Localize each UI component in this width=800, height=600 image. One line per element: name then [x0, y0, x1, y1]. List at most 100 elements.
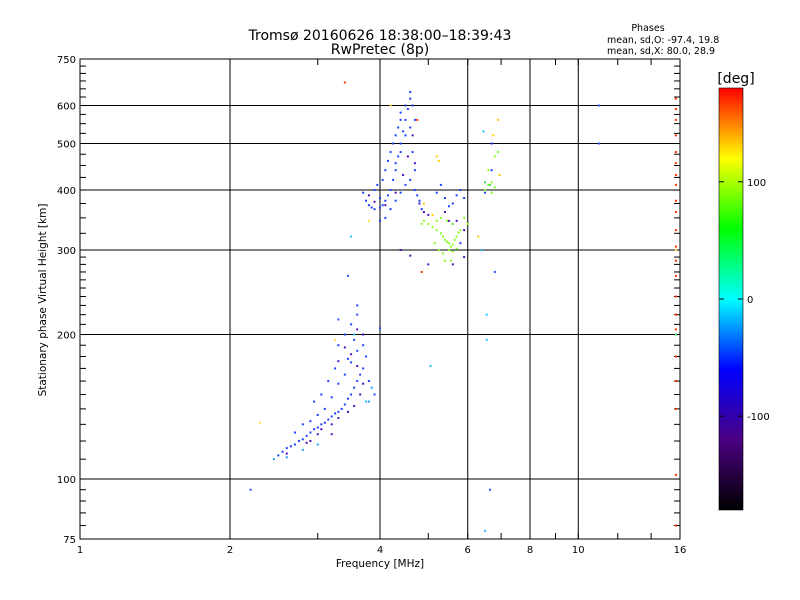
data-point [402, 174, 404, 176]
data-point [384, 200, 386, 202]
data-point [365, 200, 367, 202]
data-point [463, 197, 465, 199]
data-point [432, 226, 434, 228]
data-point [309, 440, 311, 442]
data-point [675, 119, 677, 121]
data-point [494, 186, 496, 188]
data-point [387, 160, 389, 162]
phase-stats-x: mean, sd,X: 80.0, 28.9 [607, 46, 715, 57]
data-point [444, 239, 446, 241]
data-point [356, 304, 358, 306]
data-point [347, 275, 349, 277]
x-tick-label: 10 [572, 545, 585, 556]
data-point [347, 398, 349, 400]
data-point [392, 143, 394, 145]
data-point [331, 433, 333, 435]
data-point [371, 387, 373, 389]
data-point [675, 108, 677, 110]
data-point [459, 229, 461, 231]
data-point [337, 411, 339, 413]
data-point [353, 387, 355, 389]
data-point [675, 134, 677, 136]
data-point [397, 155, 399, 157]
data-point [456, 220, 458, 222]
x-tick-label: 1 [77, 545, 83, 556]
data-point [337, 318, 339, 320]
y-tick-label: 750 [57, 55, 76, 66]
y-tick-label: 100 [57, 475, 76, 486]
data-point [374, 189, 376, 191]
data-point [414, 162, 416, 164]
data-point [359, 374, 361, 376]
data-point [362, 367, 364, 369]
data-point [452, 244, 454, 246]
x-tick-label: 16 [674, 545, 687, 556]
data-point [273, 458, 275, 460]
data-point [421, 223, 423, 225]
data-point [337, 417, 339, 419]
data-point [427, 223, 429, 225]
data-point [454, 239, 456, 241]
data-point [347, 411, 349, 413]
data-point [331, 415, 333, 417]
data-point [456, 236, 458, 238]
data-point [675, 162, 677, 164]
data-point [418, 202, 420, 204]
data-point [484, 530, 486, 532]
data-point [446, 241, 448, 243]
data-point [436, 155, 438, 157]
x-tick-labels: 1 2 4 6 8 10 16 [77, 545, 687, 556]
data-point [459, 242, 461, 244]
data-point [484, 189, 486, 191]
data-point [491, 143, 493, 145]
colorbar-label: [deg] [717, 71, 754, 87]
data-point [302, 449, 304, 451]
data-point [362, 344, 364, 346]
data-point [320, 423, 322, 425]
data-point [482, 130, 484, 132]
data-point [390, 151, 392, 153]
colorbar-tick-label: 0 [747, 295, 753, 306]
data-point [484, 181, 486, 183]
data-point [337, 344, 339, 346]
data-point [368, 194, 370, 196]
data-point [499, 174, 501, 176]
data-point [675, 408, 677, 410]
data-point [421, 271, 423, 273]
data-point [675, 525, 677, 527]
data-point [414, 119, 416, 121]
data-point [350, 323, 352, 325]
ionogram-figure: Tromsø 20160626 18:38:00–18:39:43 RwPret… [0, 0, 800, 600]
data-point [379, 197, 381, 199]
data-point [309, 432, 311, 434]
data-point [456, 194, 458, 196]
data-point [409, 126, 411, 128]
data-point [436, 220, 438, 222]
data-point [395, 169, 397, 171]
data-point [416, 119, 418, 121]
data-point [302, 438, 304, 440]
data-point [350, 236, 352, 238]
data-point [374, 201, 376, 203]
data-point [481, 249, 483, 251]
data-point [675, 211, 677, 213]
x-tick-label: 4 [377, 545, 383, 556]
data-point [347, 358, 349, 360]
data-point [423, 220, 425, 222]
data-point [407, 155, 409, 157]
y-tick-label: 75 [63, 535, 76, 546]
data-point [418, 200, 420, 202]
data-point [400, 192, 402, 194]
data-point [484, 192, 486, 194]
data-point [491, 169, 493, 171]
data-point [440, 232, 442, 234]
data-point [440, 217, 442, 219]
data-point [334, 412, 336, 414]
data-point [395, 162, 397, 164]
data-point [294, 432, 296, 434]
data-point [414, 169, 416, 171]
data-point [395, 200, 397, 202]
data-point [404, 184, 406, 186]
data-point [450, 260, 452, 262]
y-tick-label: 500 [57, 140, 76, 151]
